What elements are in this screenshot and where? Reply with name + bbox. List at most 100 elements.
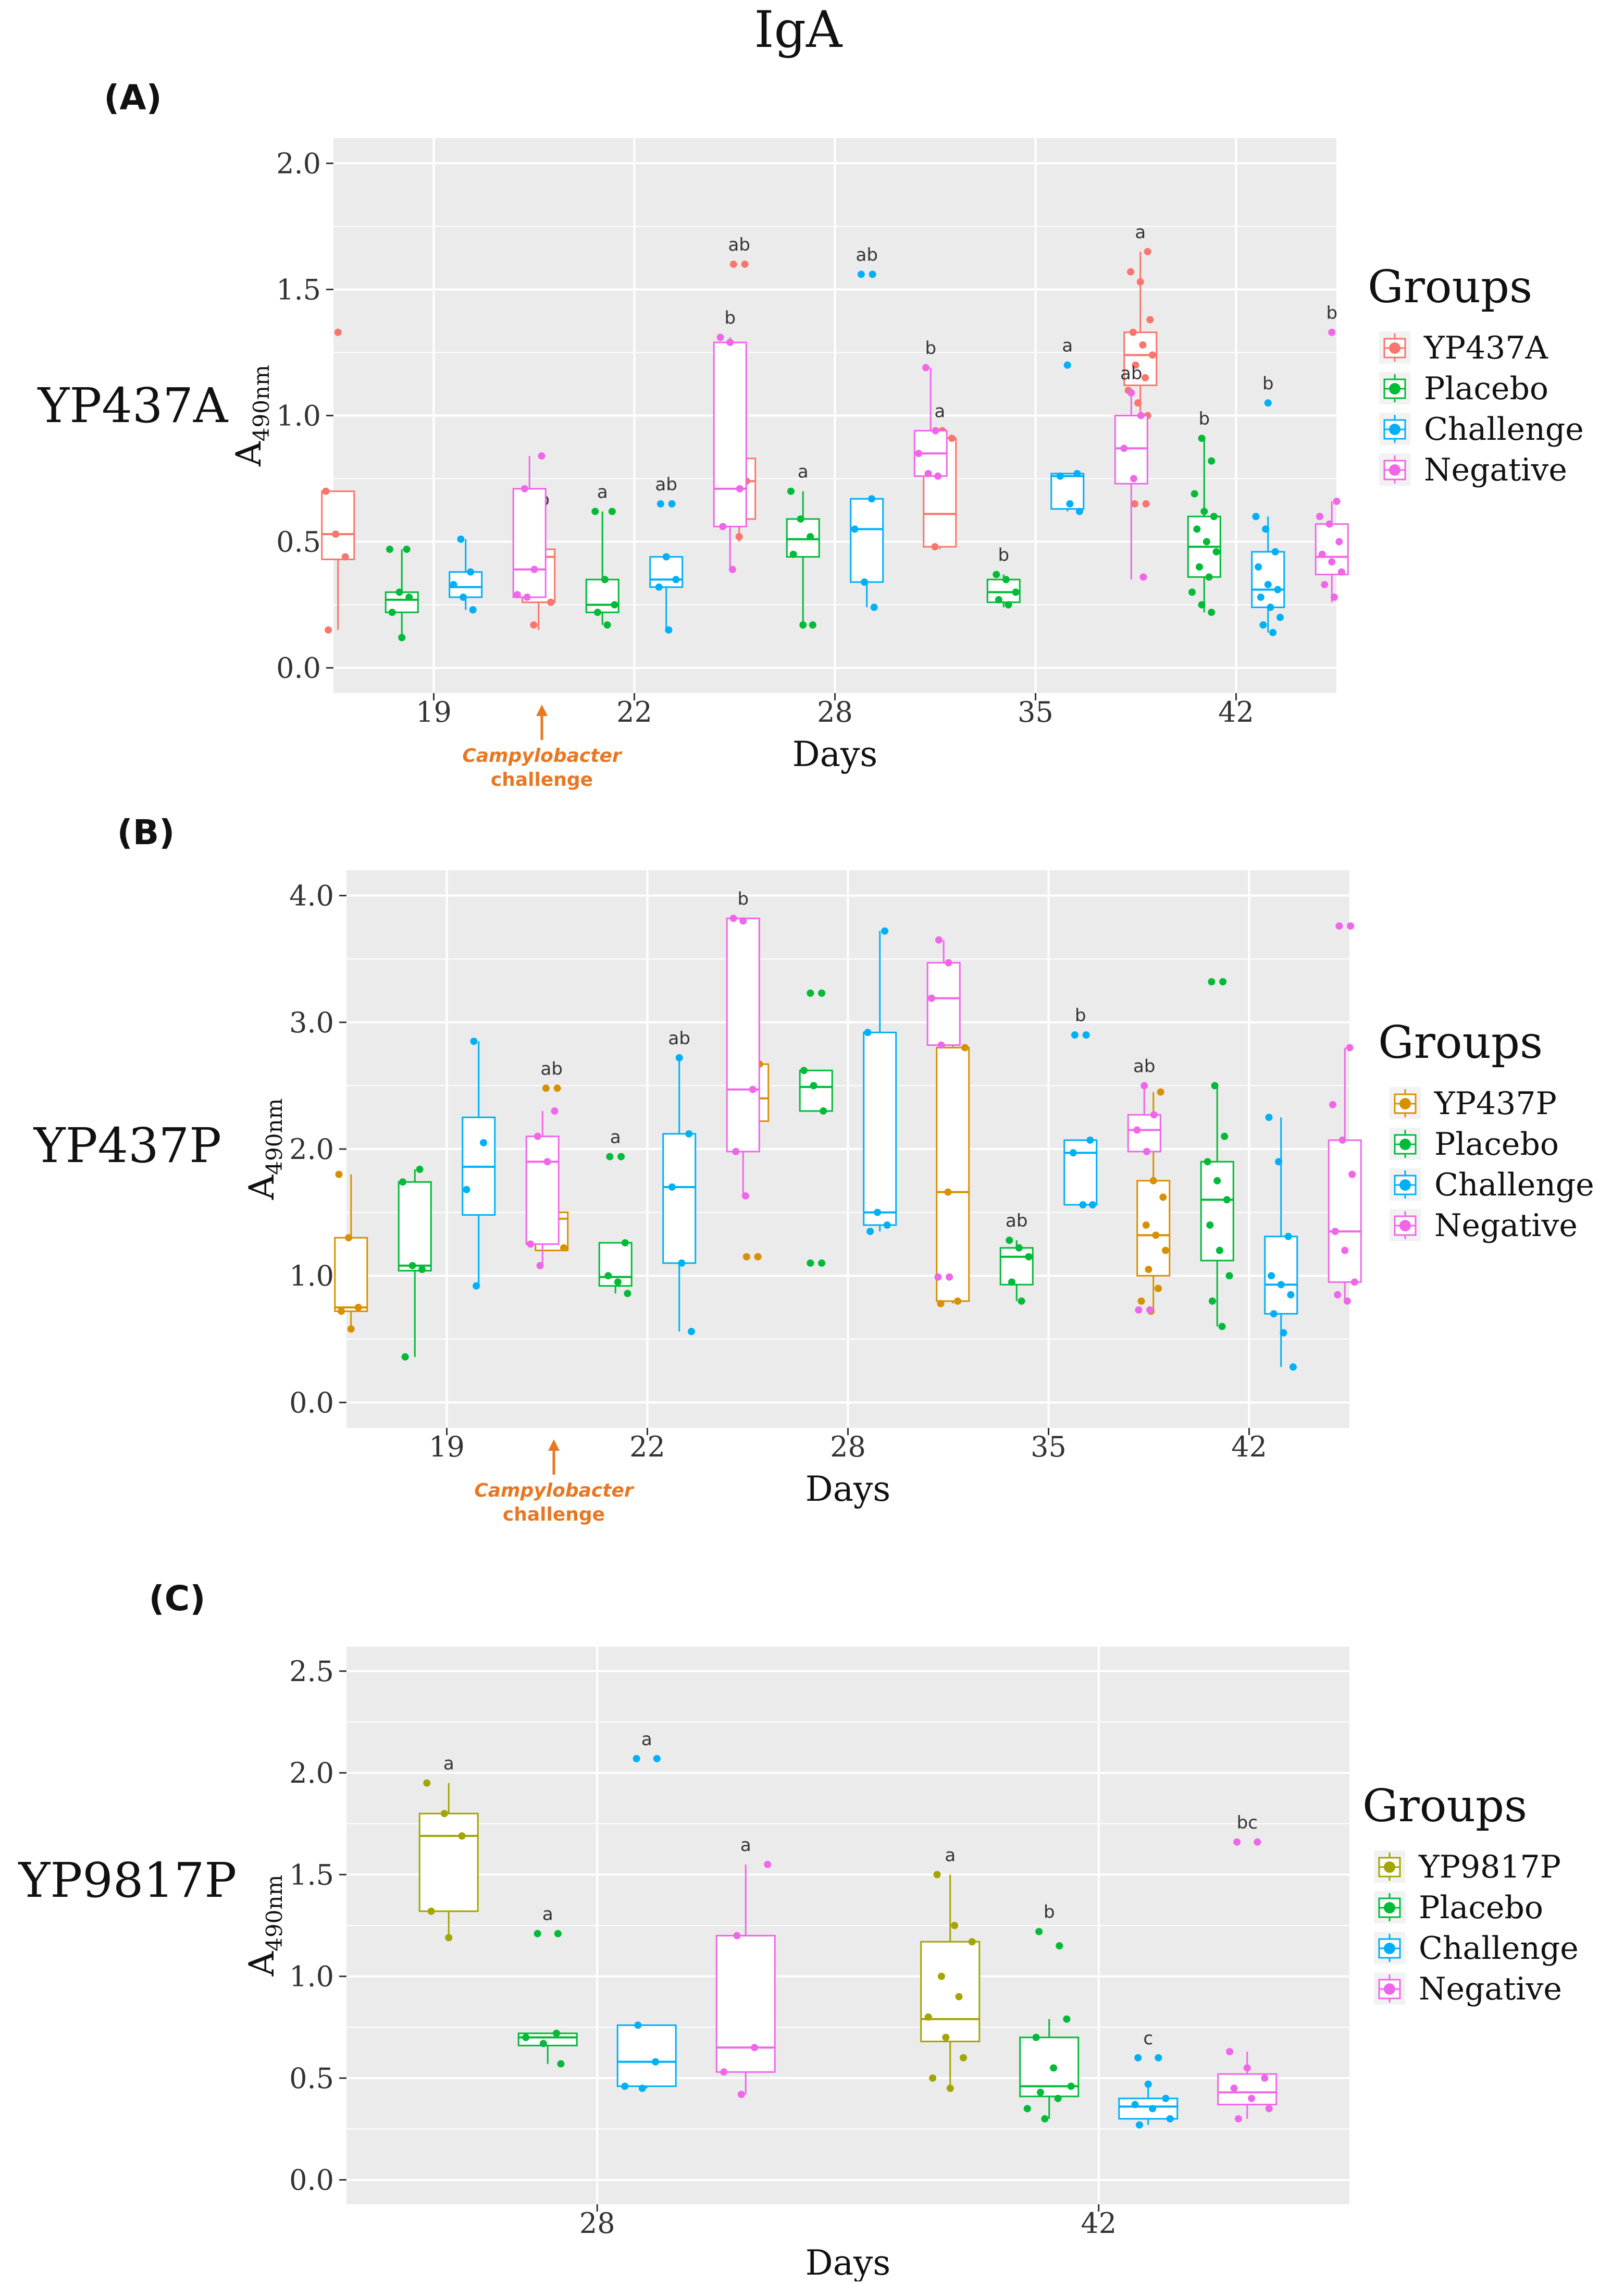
- data-point: [799, 621, 807, 629]
- box-challenge-day42: [1264, 1114, 1298, 1371]
- significance-label: b: [925, 338, 936, 359]
- data-point: [1329, 1101, 1336, 1108]
- data-point: [1265, 1114, 1273, 1121]
- data-point: [668, 1183, 676, 1191]
- outlier-point: [934, 1273, 942, 1281]
- y-tick-label: 0.0: [289, 2164, 334, 2196]
- significance-label: a: [542, 1904, 553, 1925]
- significance-label: ab: [655, 474, 677, 495]
- data-point: [553, 2029, 561, 2037]
- legend-label: Negative: [1434, 1207, 1578, 1244]
- data-point: [1252, 513, 1260, 521]
- data-point: [1333, 498, 1341, 505]
- data-point: [1290, 1363, 1297, 1371]
- data-point: [787, 487, 795, 495]
- data-point: [675, 1054, 683, 1061]
- box-negative-day28: b: [913, 338, 948, 480]
- box-body: [662, 1133, 697, 1264]
- significance-label: a: [934, 401, 945, 422]
- box-placebo-day35: ab: [999, 1211, 1034, 1305]
- data-point: [460, 594, 467, 601]
- outlier-point: [553, 1084, 561, 1092]
- outlier-point: [1335, 922, 1343, 930]
- significance-label: a: [597, 482, 608, 502]
- data-point: [1271, 548, 1279, 555]
- data-point: [1139, 573, 1147, 581]
- legend-key-point: [1399, 1220, 1411, 1231]
- box-negative-day28: [926, 936, 961, 1281]
- significance-label: b: [737, 888, 749, 909]
- data-point: [1012, 588, 1020, 596]
- data-point: [881, 927, 889, 935]
- data-point: [1008, 1278, 1015, 1286]
- data-point: [1204, 1158, 1211, 1166]
- box-body: [1127, 1114, 1161, 1153]
- data-point: [1023, 2105, 1031, 2113]
- data-point: [523, 594, 531, 601]
- y-axis-title-main: A: [229, 441, 269, 467]
- data-point: [1200, 508, 1208, 515]
- y-axis-title-sub: 490nm: [262, 1875, 287, 1952]
- data-point: [470, 1038, 478, 1045]
- outlier-point: [1142, 500, 1150, 508]
- data-point: [1015, 1244, 1023, 1252]
- outlier-point: [1082, 1031, 1090, 1039]
- data-point: [1284, 1232, 1292, 1240]
- box-placebo-day28: [799, 989, 833, 1267]
- data-point: [1328, 558, 1336, 566]
- data-point: [688, 1328, 695, 1336]
- data-point: [543, 1158, 551, 1166]
- data-point: [1144, 2080, 1152, 2088]
- data-point: [1191, 490, 1198, 498]
- data-point: [866, 1228, 874, 1236]
- data-point: [345, 1234, 353, 1242]
- data-point: [418, 1266, 426, 1274]
- data-point: [520, 485, 528, 492]
- data-point: [1331, 1228, 1339, 1236]
- y-tick-label: 3.0: [289, 1006, 334, 1039]
- data-point: [534, 1132, 541, 1140]
- legend-entry-challenge: Challenge: [1390, 1167, 1594, 1203]
- data-point: [463, 1186, 470, 1193]
- box-body: [713, 341, 747, 527]
- box-negative-day19: [512, 452, 547, 601]
- legend-key-point: [1399, 1139, 1411, 1150]
- data-point: [530, 565, 538, 573]
- data-point: [915, 450, 922, 458]
- data-point: [729, 915, 737, 922]
- data-point: [332, 530, 340, 538]
- data-point: [1144, 248, 1151, 255]
- series-negative: abc: [715, 1812, 1278, 2122]
- x-tick-label: 28: [830, 1430, 866, 1463]
- data-point: [1270, 1310, 1278, 1318]
- data-point: [851, 525, 859, 533]
- data-point: [800, 1067, 808, 1075]
- data-point: [514, 591, 521, 599]
- data-point: [1248, 2094, 1256, 2102]
- significance-label: bc: [1237, 1812, 1258, 1833]
- legend-key-point: [1389, 464, 1400, 476]
- y-tick-label: 2.5: [289, 1655, 334, 1688]
- x-tick-label: 22: [629, 1430, 665, 1463]
- y-tick-label: 0.5: [289, 2062, 334, 2095]
- data-point: [1155, 1285, 1162, 1292]
- data-point: [467, 568, 475, 576]
- box-challenge-day28: [863, 927, 897, 1236]
- x-tick-label: 35: [1031, 1430, 1067, 1463]
- x-tick-label: 28: [579, 2207, 615, 2240]
- data-point: [1198, 435, 1206, 442]
- box-negative-day35: ab: [1127, 1056, 1161, 1314]
- x-tick-label: 35: [1018, 696, 1053, 729]
- y-tick-label: 2.0: [276, 147, 321, 180]
- box-negative-day35: ab: [1114, 363, 1148, 581]
- box-challenge-day22: ab: [649, 474, 684, 634]
- box-negative-day22: b: [726, 888, 760, 1200]
- legend-label: YP9817P: [1418, 1849, 1561, 1885]
- box-placebo-day22: a: [585, 482, 619, 629]
- challenge-note-line1: Campylobacter: [474, 1480, 635, 1501]
- data-point: [678, 1259, 686, 1267]
- outlier-point: [653, 1755, 661, 1762]
- data-point: [959, 2054, 967, 2061]
- legend-key-point: [1399, 1098, 1411, 1109]
